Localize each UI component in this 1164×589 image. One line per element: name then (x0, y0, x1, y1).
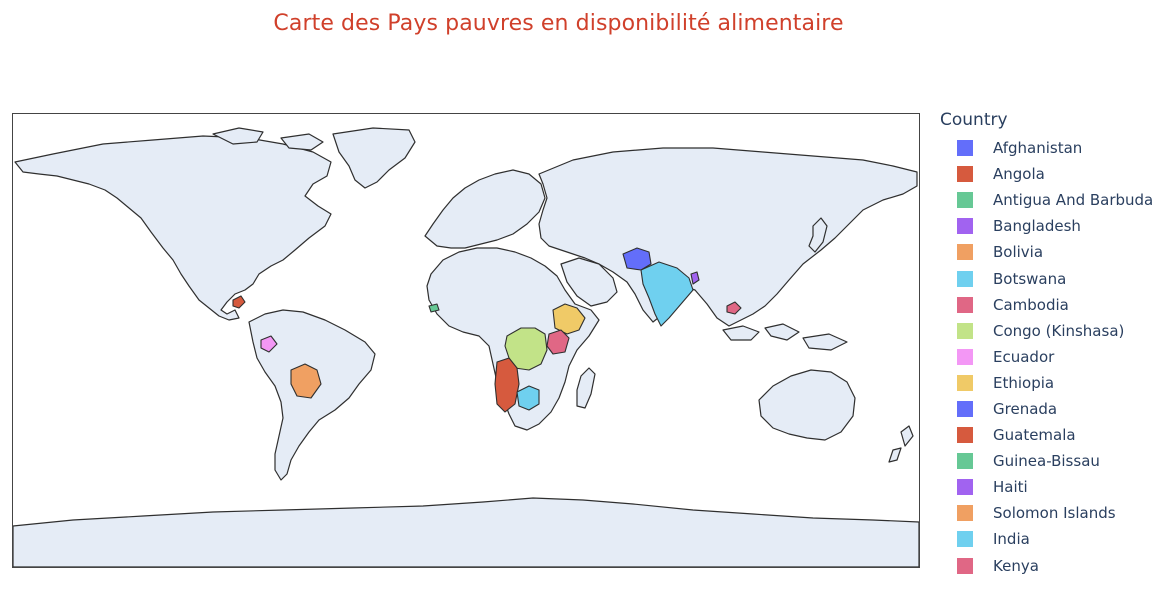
land-arabia (560, 257, 618, 307)
legend-item[interactable]: Botswana (940, 265, 1160, 291)
legend-swatch (957, 400, 973, 417)
legend-swatch (957, 505, 973, 522)
country-cambodia[interactable] (726, 301, 742, 315)
legend-swatch (957, 192, 973, 209)
legend-item[interactable]: Antigua And Barbuda (940, 187, 1160, 213)
land-indonesia (722, 323, 848, 351)
legend-item-label: Haiti (993, 478, 1028, 497)
map-title: Carte des Pays pauvres en disponibilité … (273, 11, 844, 36)
legend-item-label: Grenada (993, 399, 1058, 418)
country-ethiopia[interactable] (552, 303, 586, 335)
legend-item[interactable]: India (940, 526, 1160, 552)
land-greenland (332, 127, 416, 189)
legend-swatch (957, 270, 973, 287)
legend-item-label: Guatemala (993, 426, 1076, 445)
legend-swatch (957, 374, 973, 391)
legend-item-label: Antigua And Barbuda (993, 191, 1154, 210)
legend-item-label: Angola (993, 165, 1045, 184)
country-ecuador[interactable] (260, 335, 278, 353)
legend-item[interactable]: Kenya (940, 553, 1160, 579)
country-guinea-bissau[interactable] (428, 303, 440, 313)
country-bangladesh[interactable] (690, 271, 700, 285)
country-congo-kinshasa[interactable] (504, 327, 548, 371)
legend-swatch (957, 218, 973, 235)
legend-swatch (957, 479, 973, 496)
land-europe (424, 169, 546, 249)
legend-item[interactable]: Angola (940, 161, 1160, 187)
legend-item-label: Bolivia (993, 243, 1044, 262)
legend-swatch (957, 140, 973, 157)
country-botswana[interactable] (516, 385, 540, 411)
legend-swatch (957, 557, 973, 574)
legend-item[interactable]: Bolivia (940, 239, 1160, 265)
land-north-america (14, 135, 332, 321)
legend-item[interactable]: Afghanistan (940, 135, 1160, 161)
legend-swatch (957, 244, 973, 261)
legend-item[interactable]: Solomon Islands (940, 500, 1160, 526)
legend-item[interactable]: Congo (Kinshasa) (940, 318, 1160, 344)
country-afghanistan[interactable] (622, 247, 652, 271)
legend-item-label: Kenya (993, 556, 1039, 575)
country-kenya[interactable] (546, 329, 570, 355)
world-map[interactable] (12, 113, 920, 568)
legend-item-label: Cambodia (993, 295, 1069, 314)
legend-item-label: India (993, 530, 1030, 549)
legend-swatch (957, 427, 973, 444)
legend-item[interactable]: Grenada (940, 396, 1160, 422)
land-antarctica (13, 497, 919, 567)
legend-swatch (957, 348, 973, 365)
legend-item-label: Ecuador (993, 347, 1055, 366)
legend-items: Afghanistan Angola Antigua And Barbuda Bang… (940, 135, 1160, 579)
legend-item[interactable]: Ecuador (940, 344, 1160, 370)
land-asia (538, 147, 918, 327)
world-map-svg[interactable] (13, 114, 919, 567)
country-india[interactable] (640, 261, 694, 327)
land-australia (758, 369, 856, 441)
legend-item-label: Ethiopia (993, 373, 1055, 392)
legend-item-label: Solomon Islands (993, 504, 1116, 523)
legend-item-label: Bangladesh (993, 217, 1081, 236)
land-madagascar (576, 367, 596, 409)
land-new-zealand (888, 425, 914, 463)
legend-item[interactable]: Bangladesh (940, 213, 1160, 239)
legend-swatch (957, 453, 973, 470)
legend-item-label: Guinea-Bissau (993, 452, 1100, 471)
legend-item[interactable]: Guatemala (940, 422, 1160, 448)
legend-item[interactable]: Cambodia (940, 292, 1160, 318)
legend: Country Afghanistan Angola Antigua And Bar… (940, 110, 1160, 579)
country-angola[interactable] (494, 357, 520, 413)
legend-swatch (957, 322, 973, 339)
country-guatemala[interactable] (232, 295, 246, 309)
legend-item[interactable]: Haiti (940, 474, 1160, 500)
legend-item-label: Afghanistan (993, 139, 1083, 158)
legend-swatch (957, 296, 973, 313)
land-arctic-islands (212, 127, 324, 151)
legend-item-label: Congo (Kinshasa) (993, 321, 1125, 340)
legend-item[interactable]: Guinea-Bissau (940, 448, 1160, 474)
legend-item-label: Botswana (993, 269, 1067, 288)
legend-item[interactable]: Ethiopia (940, 370, 1160, 396)
land-japan (808, 217, 828, 253)
legend-swatch (957, 166, 973, 183)
legend-swatch (957, 531, 973, 548)
legend-title: Country (940, 110, 1008, 130)
country-bolivia[interactable] (290, 363, 322, 399)
